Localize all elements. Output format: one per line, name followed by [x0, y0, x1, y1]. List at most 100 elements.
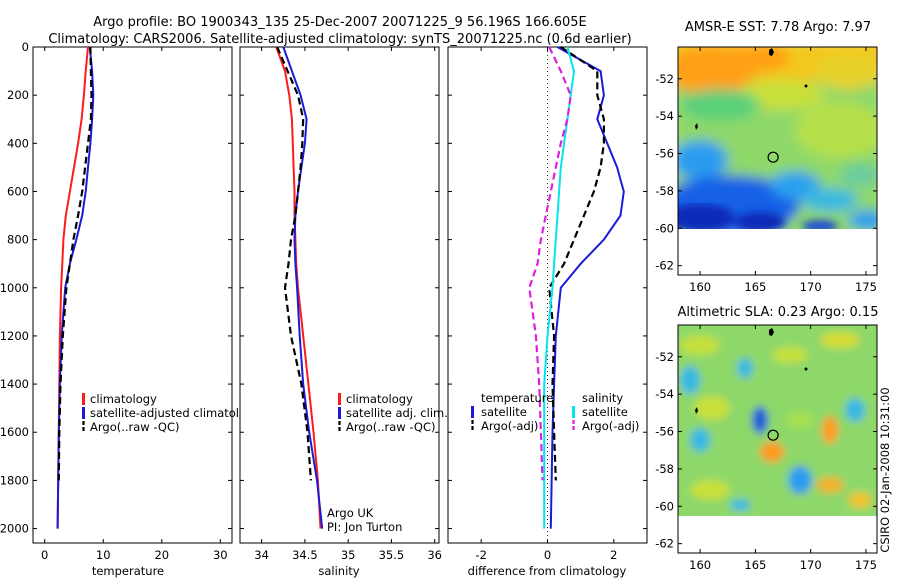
island-mark [804, 84, 808, 88]
x-tick-label: 175 [855, 558, 877, 572]
y-tick-label: -58 [655, 184, 674, 198]
y-tick-label: -60 [655, 221, 674, 235]
credit-timestamp: CSIRO 02-Jan-2008 10:31:00 [878, 387, 892, 552]
y-tick-label: -56 [655, 425, 674, 439]
x-tick-label: 165 [744, 280, 766, 294]
float-position-marker [767, 429, 779, 441]
x-tick-label: 20 [154, 548, 169, 562]
y-tick-label: 1000 [0, 281, 29, 295]
x-tick-label: 10 [96, 548, 111, 562]
legend-swatch-satellite [338, 407, 341, 419]
y-tick-label: -58 [655, 462, 674, 476]
legend-temp-satellite: satellite [481, 405, 527, 419]
series-line-salinity-argo-adj [528, 46, 572, 481]
sla-field [678, 325, 877, 516]
series-line-satellite-adj-clim [282, 46, 324, 529]
sst-nodata-strip [678, 229, 877, 275]
sla-map-panel: 160 165 170 175 -52 -54 -56 -58 -60 -62 [655, 324, 878, 572]
x-tick-label: 165 [744, 558, 766, 572]
x-tick-label: 160 [689, 558, 711, 572]
y-tick-label: 800 [7, 233, 29, 247]
legend-sal-argo: Argo(-adj) [582, 419, 639, 433]
legend-satellite-adjusted: satellite-adjusted climatolog [90, 406, 253, 420]
legend-temperature-title: temperature [481, 391, 553, 405]
legend-swatch-temp-satellite [471, 406, 474, 418]
legend-climatology: climatology [346, 392, 413, 406]
island-mark [695, 123, 698, 130]
y-tick-label: 400 [7, 136, 29, 150]
temperature-panel: 0 10 20 30 0 200 400 600 800 1000 1200 1400 1600 1800… [0, 40, 253, 578]
argo-uk-label: Argo UK [327, 506, 374, 520]
y-tick-label: -62 [655, 259, 674, 273]
legend-salinity-title: salinity [582, 391, 623, 405]
series-line-temperature-argo-adj [548, 46, 606, 481]
sst-map-title: AMSR-E SST: 7.78 Argo: 7.97 [685, 20, 871, 35]
y-tick-label: -60 [655, 499, 674, 513]
salinity-panel: 34 34.5 35 35.5 36 salinity climatology sate… [239, 46, 448, 578]
island-mark [769, 48, 774, 56]
y-tick-label: -52 [655, 350, 674, 364]
salinity-axis-label: salinity [318, 564, 359, 578]
x-tick-label: 30 [213, 548, 228, 562]
legend-satellite-adj: satellite adj. clim. [346, 406, 448, 420]
temperature-axis-label: temperature [92, 564, 164, 578]
y-tick-label: -54 [655, 387, 674, 401]
difference-legend: temperature satellite Argo(-adj) salinit… [471, 391, 639, 433]
legend-swatch-climatology [338, 393, 341, 405]
salinity-axes-box [239, 46, 440, 544]
y-tick-label: -54 [655, 109, 674, 123]
sst-field [678, 47, 877, 229]
pi-label: PI: Jon Turton [327, 520, 402, 534]
y-tick-label: 1600 [0, 425, 29, 439]
legend-swatch-sal-satellite [572, 406, 575, 418]
legend-climatology: climatology [90, 392, 157, 406]
island-mark [769, 328, 774, 336]
sst-map-panel: 160 165 170 175 -52 -54 -56 -58 -60 -62 [655, 46, 878, 294]
legend-swatch-climatology [82, 393, 85, 405]
x-tick-label: 160 [689, 280, 711, 294]
x-tick-label: 170 [800, 280, 822, 294]
island-mark [695, 407, 698, 414]
legend-argo: Argo(..raw -QC) [90, 420, 180, 434]
x-tick-label: 35.5 [379, 548, 405, 562]
x-tick-label: 34 [254, 548, 269, 562]
float-position-marker [767, 151, 779, 163]
figure-title-line2: Climatology: CARS2006. Satellite-adjuste… [48, 32, 631, 47]
difference-axis-label: difference from climatology [468, 564, 627, 578]
x-tick-label: 36 [427, 548, 442, 562]
legend-temp-argo: Argo(-adj) [481, 419, 538, 433]
island-mark [804, 367, 808, 371]
salinity-legend: climatology satellite adj. clim. Argo(..… [338, 392, 448, 434]
y-tick-label: 0 [22, 40, 29, 54]
legend-sal-satellite: satellite [582, 405, 628, 419]
y-tick-label: -52 [655, 72, 674, 86]
x-tick-label: -2 [475, 548, 486, 562]
y-tick-label: 200 [7, 88, 29, 102]
x-tick-label: 0 [41, 548, 48, 562]
y-tick-label: -62 [655, 537, 674, 551]
legend-argo: Argo(..raw -QC) [346, 420, 436, 434]
y-tick-label: 1200 [0, 329, 29, 343]
sla-nodata-strip [678, 516, 877, 553]
x-tick-label: 34.5 [292, 548, 318, 562]
figure-title-line1: Argo profile: BO 1900343_135 25-Dec-2007… [93, 15, 587, 30]
y-tick-label: -56 [655, 147, 674, 161]
temperature-legend: climatology satellite-adjusted climatolo… [82, 392, 253, 434]
difference-panel: -2 0 2 difference from climatology tempera… [447, 46, 648, 578]
x-tick-label: 170 [800, 558, 822, 572]
legend-swatch-satellite [82, 407, 85, 419]
y-tick-label: 2000 [0, 522, 29, 536]
y-tick-label: 1400 [0, 377, 29, 391]
x-tick-label: 0 [544, 548, 551, 562]
temperature-axes-box [32, 46, 233, 544]
y-tick-label: 600 [7, 184, 29, 198]
series-line-temperature-satellite [549, 46, 625, 529]
x-tick-label: 35 [341, 548, 356, 562]
x-tick-label: 2 [610, 548, 617, 562]
series-line-argo-raw-qc [276, 46, 312, 481]
y-tick-label: 1800 [0, 473, 29, 487]
x-tick-label: 175 [855, 280, 877, 294]
series-line-argo-raw-qc [57, 46, 93, 481]
sla-map-title: Altimetric SLA: 0.23 Argo: 0.15 [678, 305, 879, 320]
